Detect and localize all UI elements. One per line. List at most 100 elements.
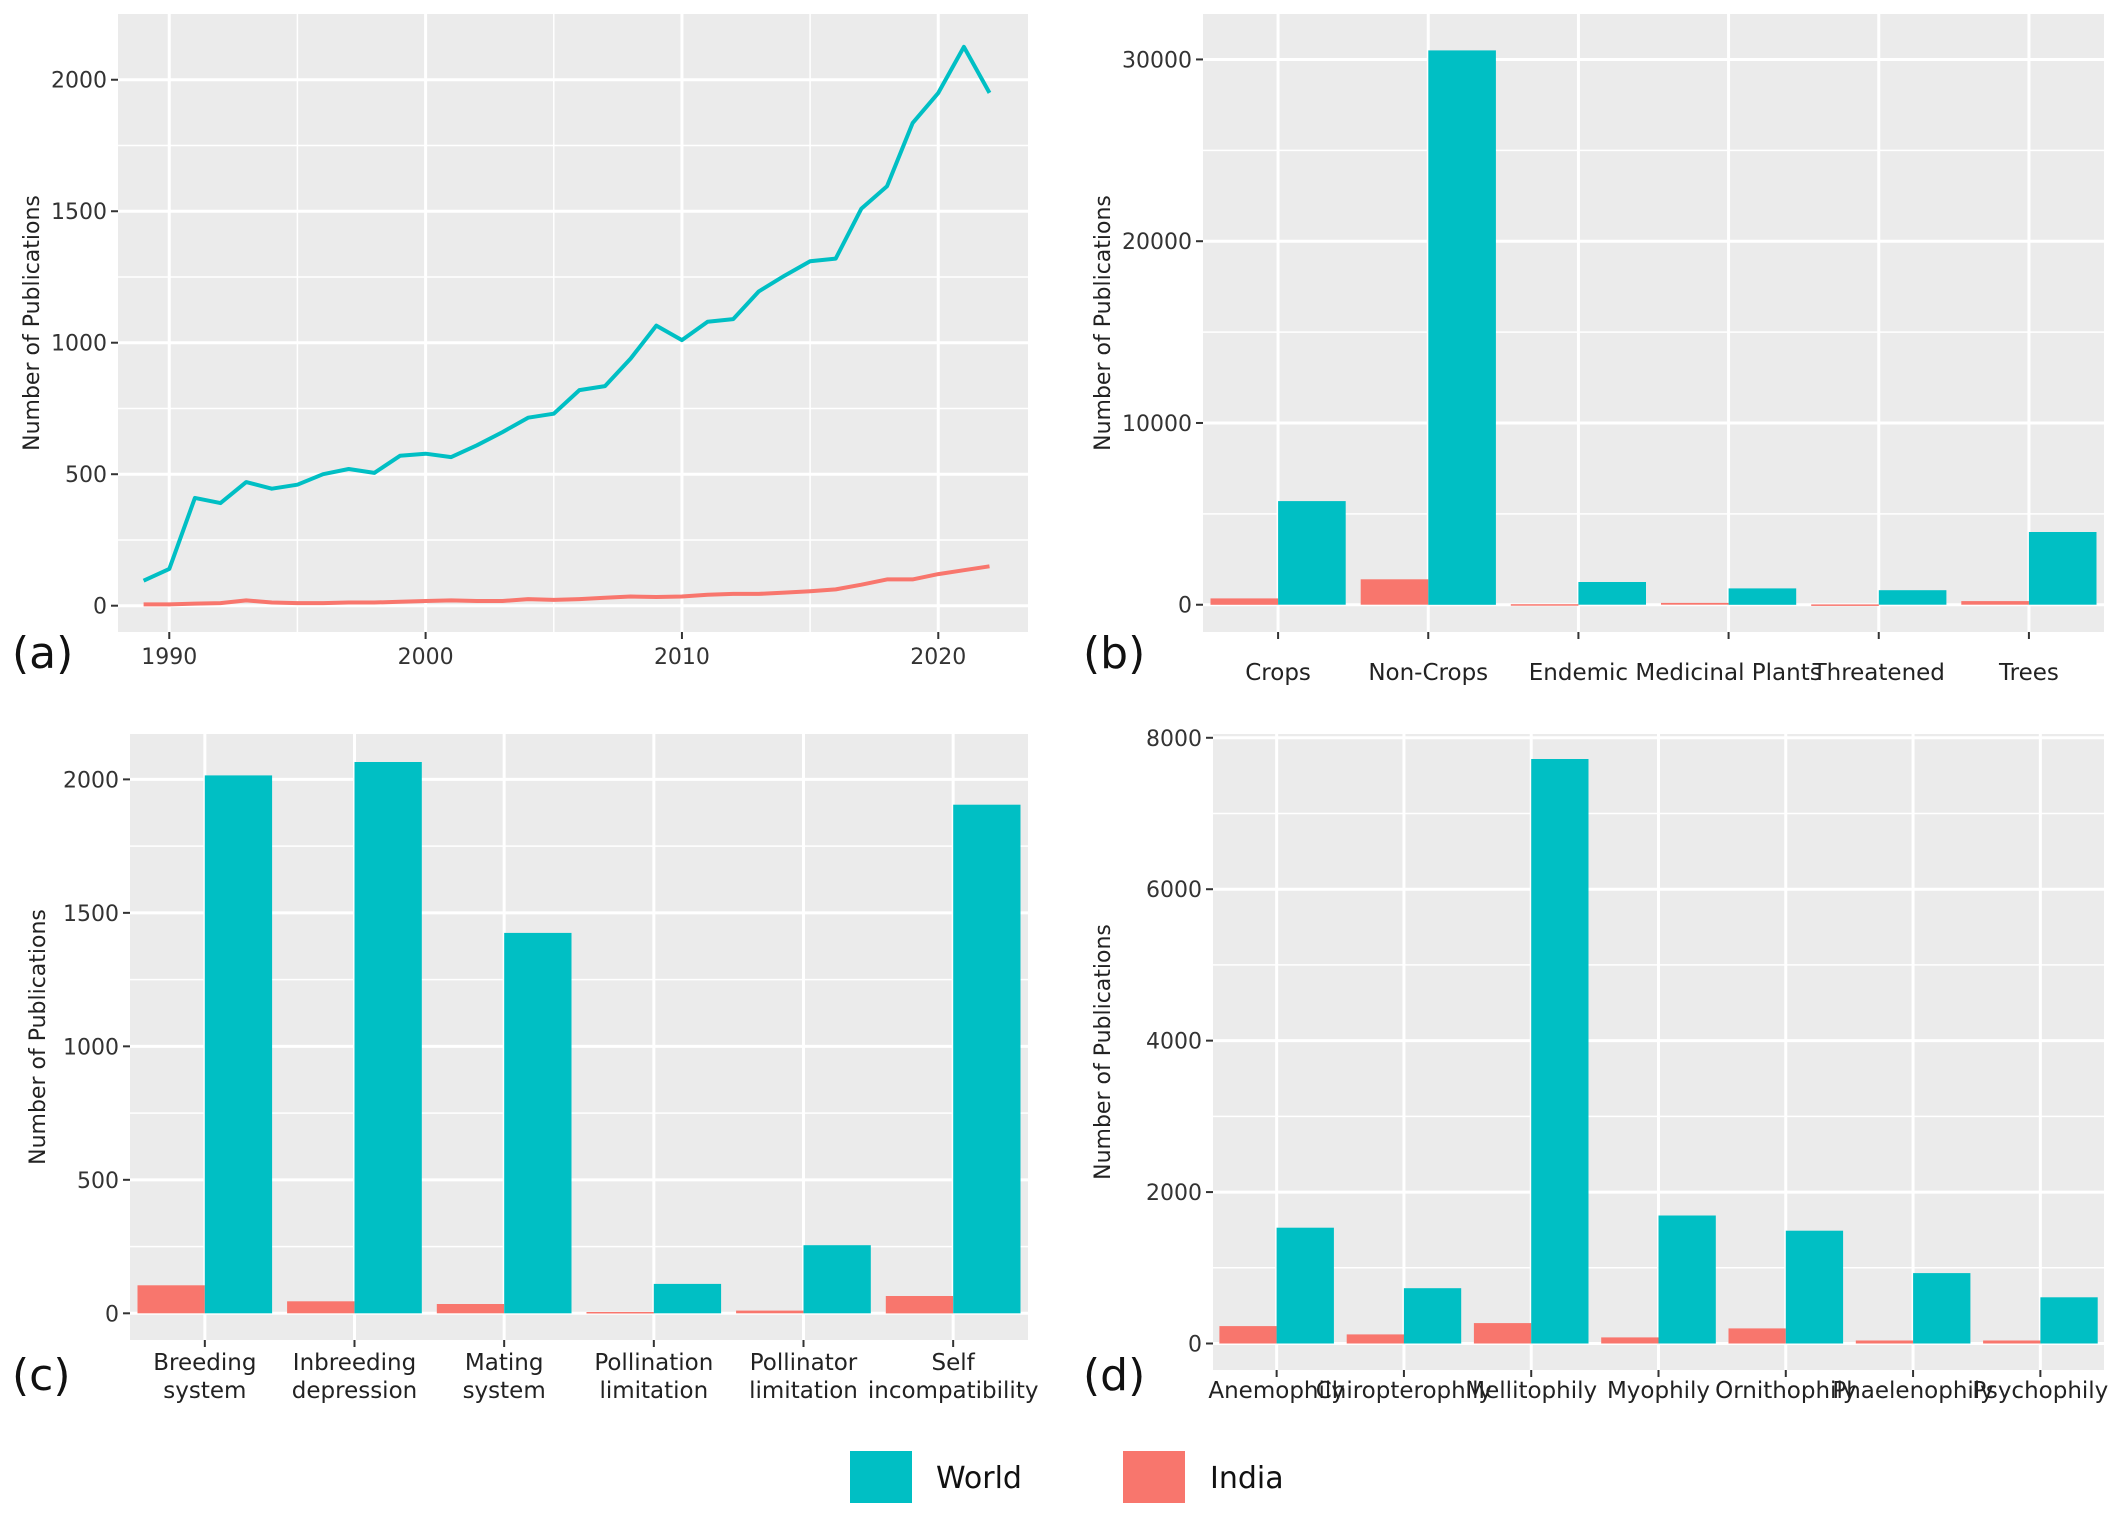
x-category-label: Mating system [463, 1350, 546, 1404]
y-tick-label: 500 [65, 463, 107, 488]
x-category-label-line: Inbreeding [293, 1350, 416, 1376]
bar-india [1510, 604, 1579, 606]
x-category-label-line: system [463, 1378, 546, 1404]
y-tick-label: 2000 [63, 768, 119, 793]
x-category-label-line: incompatibility [868, 1378, 1039, 1404]
x-category-label: Phaelenophily [1832, 1378, 1993, 1404]
x-category-label: Inbreeding depression [292, 1350, 417, 1404]
bar-world [1785, 1230, 1844, 1344]
x-category-label-line: Crops [1245, 660, 1311, 686]
panel-c: 0 500 1000 1500 2000 Number of Publications (c… [12, 734, 1038, 1404]
bar-world [1728, 588, 1797, 605]
bar-india [1961, 601, 2029, 605]
x-category-label: Chiropterophily [1316, 1378, 1492, 1404]
y-tick-label: 0 [93, 595, 107, 620]
x-category-label-line: limitation [599, 1378, 708, 1404]
y-axis-label: Number of Publications [1091, 924, 1116, 1180]
x-category-label: Myophily [1607, 1378, 1710, 1404]
x-category-label-line: Trees [1998, 660, 2059, 686]
bar-world [1276, 1227, 1334, 1344]
x-category-label-line: depression [292, 1378, 417, 1404]
x-category-label: Endemic [1529, 660, 1628, 686]
x-category-label: Anemophily [1208, 1378, 1345, 1404]
bar-india [137, 1285, 205, 1314]
x-category-label-line: Threatened [1812, 660, 1945, 686]
x-tick-label: 1990 [141, 645, 197, 670]
y-tick-label: 6000 [1146, 878, 1202, 903]
panel-background [118, 14, 1028, 632]
bar-world [1658, 1215, 1716, 1344]
bar-world [1428, 50, 1496, 605]
x-category-label-line: Breeding [153, 1350, 256, 1376]
y-tick-label: 2000 [51, 69, 107, 94]
panel-background [1203, 14, 2104, 632]
bar-india [1473, 1323, 1532, 1344]
y-tick-label: 0 [105, 1302, 119, 1327]
y-tick-label: 10000 [1122, 412, 1192, 437]
x-category-label-line: Myophily [1607, 1378, 1710, 1404]
bar-india [736, 1310, 804, 1314]
bar-world [1578, 582, 1646, 605]
bar-world [1531, 759, 1589, 1344]
bar-world [653, 1283, 722, 1314]
bar-world [2040, 1297, 2098, 1344]
legend-swatch-india [1123, 1451, 1185, 1503]
bar-india [1219, 1326, 1277, 1344]
x-category-label-line: Endemic [1529, 660, 1628, 686]
bar-world [204, 775, 273, 1314]
bar-india [1346, 1334, 1404, 1344]
x-category-label-line: Ornithophily [1715, 1378, 1856, 1404]
bar-india [1983, 1340, 2041, 1344]
x-category-label-line: Non-Crops [1368, 660, 1488, 686]
bar-india [1728, 1328, 1786, 1344]
panel-label: (d) [1083, 1350, 1145, 1401]
bar-world [1403, 1288, 1462, 1344]
panel-b: 0 10000 20000 30000 Number of Publications (b… [1083, 14, 2104, 686]
x-category-label: Trees [1998, 660, 2059, 686]
y-tick-label: 4000 [1146, 1030, 1202, 1055]
x-tick-label: 2020 [910, 645, 966, 670]
panel-label: (b) [1083, 628, 1145, 679]
x-tick-label: 2000 [398, 645, 454, 670]
x-category-label-line: Self [932, 1350, 976, 1376]
y-tick-label: 20000 [1122, 230, 1192, 255]
bar-world [1278, 501, 1346, 605]
bar-world [803, 1245, 871, 1314]
bar-world [2028, 532, 2097, 605]
x-category-label: Psychophily [1972, 1378, 2108, 1404]
legend-swatch-world [850, 1451, 912, 1503]
x-category-label: Pollination limitation [594, 1350, 713, 1404]
bar-world [953, 804, 1021, 1314]
bar-india [1360, 579, 1429, 605]
bar-world [504, 932, 572, 1314]
x-category-label-line: Psychophily [1972, 1378, 2108, 1404]
legend: World India [850, 1451, 1284, 1503]
series-line-world [142, 44, 992, 583]
bar-india [1855, 1340, 1914, 1344]
series-line-india [143, 564, 990, 607]
y-tick-label: 0 [1188, 1333, 1202, 1358]
x-category-label-line: Anemophily [1208, 1378, 1345, 1404]
x-category-label-line: Phaelenophily [1832, 1378, 1993, 1404]
x-category-label-line: Medicinal Plants [1635, 660, 1821, 686]
x-category-label-line: Chiropterophily [1316, 1378, 1492, 1404]
legend-label-world: World [936, 1461, 1022, 1496]
bar-world [1913, 1273, 1971, 1344]
bar-india [436, 1304, 505, 1314]
bar-india [885, 1296, 954, 1314]
y-tick-label: 8000 [1146, 727, 1202, 752]
x-category-label: Pollinator limitation [749, 1350, 858, 1404]
x-category-label-line: limitation [749, 1378, 858, 1404]
bar-india [1601, 1337, 1659, 1344]
bar-india [1210, 598, 1279, 605]
y-axis-label: Number of Publications [20, 195, 45, 451]
y-tick-label: 2000 [1146, 1181, 1202, 1206]
x-category-label: Ornithophily [1715, 1378, 1856, 1404]
panel-d: 0 2000 4000 6000 8000 Number of Publications (… [1083, 727, 2108, 1404]
bar-world [1878, 590, 1947, 605]
y-tick-label: 1500 [63, 902, 119, 927]
x-category-label: Threatened [1812, 660, 1945, 686]
y-axis-label: Number of Publications [1091, 195, 1116, 451]
x-category-label: Mellitophily [1465, 1378, 1597, 1404]
